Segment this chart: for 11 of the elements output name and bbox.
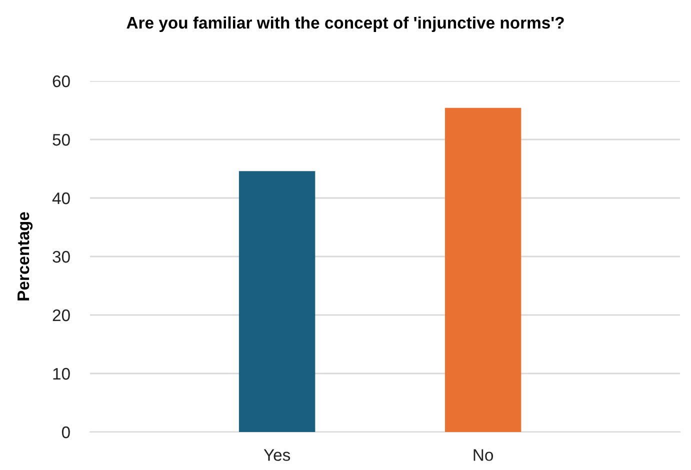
x-tick-label: Yes: [264, 449, 290, 461]
y-tick-label: 40: [52, 192, 70, 204]
y-tick-label: 30: [52, 250, 70, 263]
y-tick-label: 10: [53, 368, 70, 380]
y-tick-label: 50: [52, 134, 70, 146]
y-tick-label: 0: [62, 426, 70, 438]
y-axis-title: Percentage: [18, 212, 33, 300]
y-tick-label: 60: [52, 75, 70, 88]
x-tick-label: No: [474, 449, 494, 461]
y-tick-label: 20: [52, 309, 70, 322]
chart-title: Are you familiar with the concept of 'injunctive norms'?: [126, 16, 564, 32]
